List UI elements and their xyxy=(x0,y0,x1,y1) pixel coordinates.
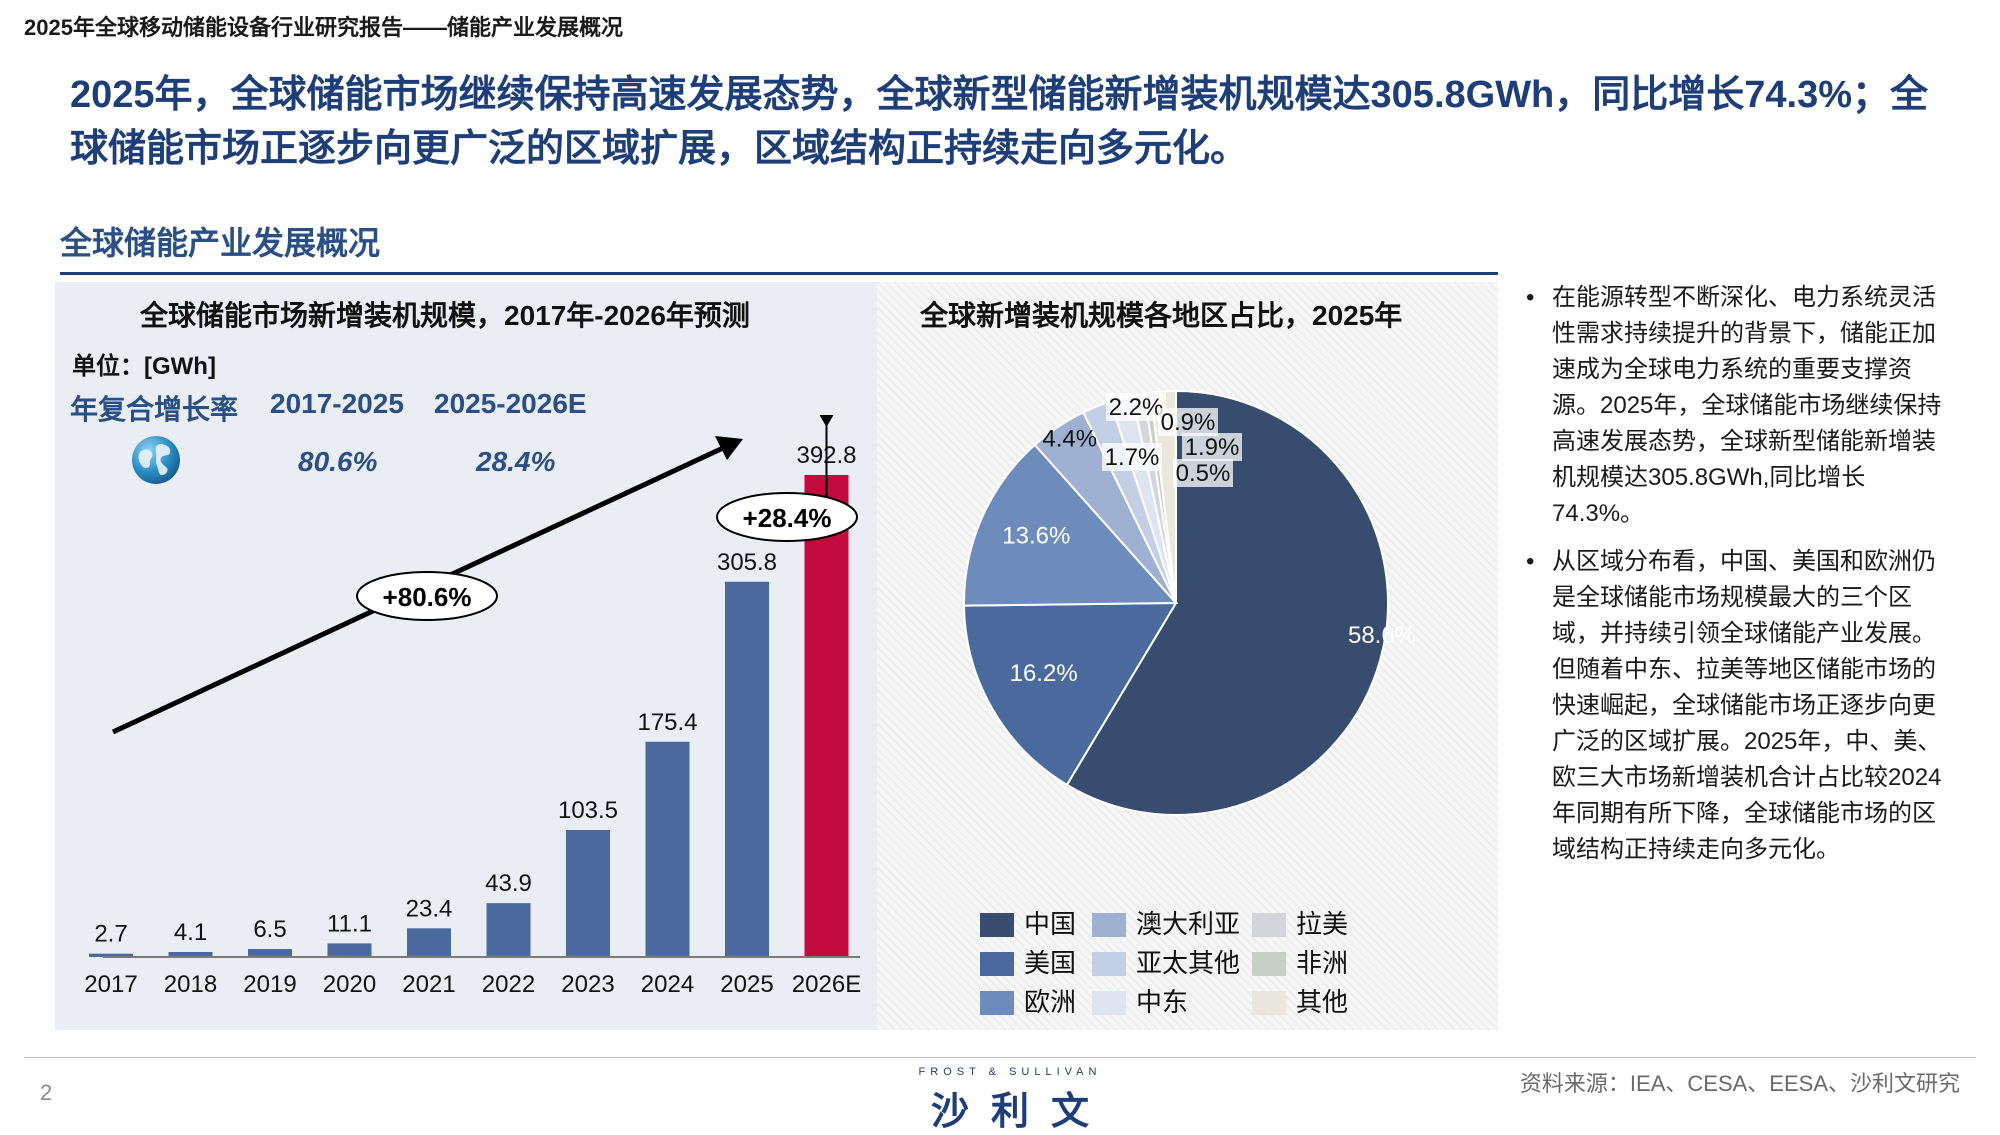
callout-long: +80.6% xyxy=(356,571,498,621)
report-title: 2025年全球移动储能设备行业研究报告——储能产业发展概况 xyxy=(24,15,623,40)
pie-slice-label: 58.6% xyxy=(1348,622,1416,649)
bar-2025 xyxy=(725,581,769,957)
footer-divider xyxy=(24,1057,1976,1058)
x-tick-label: 2026E xyxy=(792,971,861,998)
x-tick-label: 2024 xyxy=(641,971,694,998)
cagr-period-2: 2025-2026E xyxy=(434,388,587,419)
bar-chart: 2.7 2017 4.1 2018 6.5 2019 11.1 2020 23.4 2021 43.… xyxy=(84,415,861,998)
bar-2018 xyxy=(168,951,213,957)
legend-item: 中国 xyxy=(980,904,1076,941)
x-tick-label: 2025 xyxy=(720,971,773,998)
pie-slice-欧洲 xyxy=(963,443,1179,607)
bar-chart-title: 全球储能市场新增装机规模，2017年-2026年预测 xyxy=(140,300,750,331)
legend-item: 拉美 xyxy=(1252,904,1348,941)
legend-swatch xyxy=(1252,952,1286,976)
bar-value-label: 6.5 xyxy=(253,916,286,943)
legend-swatch xyxy=(980,913,1014,937)
callout-short-label: +28.4% xyxy=(743,503,832,533)
bar-value-label: 4.1 xyxy=(174,919,207,946)
source-note: 资料来源：IEA、CESA、EESA、沙利文研究 xyxy=(1519,1071,1960,1096)
legend-item: 欧洲 xyxy=(980,982,1076,1019)
section-title: 全球储能产业发展概况 xyxy=(60,225,381,261)
legend-label: 澳大利亚 xyxy=(1136,909,1241,939)
x-tick-label: 2018 xyxy=(164,971,217,998)
bar-value-label: 175.4 xyxy=(637,709,697,736)
pie-chart-title: 全球新增装机规模各地区占比，2025年 xyxy=(920,300,1403,331)
x-tick-label: 2021 xyxy=(402,971,455,998)
legend-label: 拉美 xyxy=(1296,909,1349,939)
callout-short: +28.4% xyxy=(716,492,858,542)
bar-value-label: 305.8 xyxy=(717,549,777,576)
bar-2020 xyxy=(327,943,372,957)
pie-slice-label: 13.6% xyxy=(1002,523,1070,550)
legend-swatch xyxy=(1252,991,1286,1015)
bar-2024 xyxy=(645,741,690,957)
bullet-point: • 从区域分布看，中国、美国和欧洲仍是全球储能市场规模最大的三个区域，并持续引领全… xyxy=(1526,548,1942,863)
bar-value-label: 103.5 xyxy=(558,797,618,824)
cagr-period-1: 2017-2025 xyxy=(270,388,404,419)
bullet-point: • 在能源转型不断深化、电力系统灵活性需求持续提升的背景下，储能正加速成为全球电力… xyxy=(1526,284,1942,527)
legend-label: 美国 xyxy=(1024,948,1077,978)
legend-swatch xyxy=(980,952,1014,976)
bar-2019 xyxy=(248,949,292,957)
callout-long-label: +80.6% xyxy=(383,582,472,612)
legend-label: 其他 xyxy=(1296,987,1349,1017)
legend-label: 欧洲 xyxy=(1024,987,1077,1017)
legend-item: 非洲 xyxy=(1252,943,1348,980)
cagr-value-1: 80.6% xyxy=(298,446,378,477)
bullet-text: 在能源转型不断深化、电力系统灵活性需求持续提升的背景下，储能正加速成为全球电力系… xyxy=(1552,284,1942,527)
legend-swatch xyxy=(1252,913,1286,937)
bar-2022 xyxy=(486,903,531,957)
x-tick-label: 2017 xyxy=(84,971,137,998)
x-tick-label: 2023 xyxy=(561,971,614,998)
x-tick-label: 2020 xyxy=(323,971,376,998)
logo-english: FROST & SULLIVAN xyxy=(918,1066,1102,1078)
legend-swatch xyxy=(1092,952,1126,976)
bar-value-label: 11.1 xyxy=(327,910,372,937)
pie-slice-label: 0.9% xyxy=(1161,409,1216,436)
pie-slice-美国 xyxy=(963,601,1178,787)
legend-item: 中东 xyxy=(1092,982,1188,1019)
legend-item: 美国 xyxy=(980,943,1076,980)
logo-chinese: 沙利文 xyxy=(930,1091,1111,1133)
pie-chart: 58.6% 16.2% 13.6% 4.4% 2.2% 1.7%0.9% 0.5%1.9% xyxy=(963,389,1416,816)
pie-slice-label: 16.2% xyxy=(1010,660,1078,687)
x-tick-label: 2022 xyxy=(482,971,535,998)
legend-label: 中东 xyxy=(1136,987,1189,1017)
bar-value-label: 2.7 xyxy=(94,921,127,948)
legend-label: 亚太其他 xyxy=(1136,948,1241,978)
bar-2023 xyxy=(566,829,610,957)
pie-slice-label: 2.2% xyxy=(1109,394,1164,421)
globe-icon xyxy=(132,436,180,484)
legend-swatch xyxy=(1092,991,1126,1015)
page-number: 2 xyxy=(40,1080,53,1105)
pie-slice-label: 1.9% xyxy=(1185,434,1240,461)
bar-2026E xyxy=(804,475,849,957)
commentary: • 在能源转型不断深化、电力系统灵活性需求持续提升的背景下，储能正加速成为全球电力… xyxy=(1522,280,1942,880)
cagr-value-2: 28.4% xyxy=(476,446,556,477)
pie-slice-label: 1.7% xyxy=(1105,444,1160,471)
legend-item: 澳大利亚 xyxy=(1092,904,1240,941)
section-divider xyxy=(60,272,1498,275)
legend-swatch xyxy=(1092,913,1126,937)
unit-label: 单位：[GWh] xyxy=(72,353,216,380)
bar-value-label: 43.9 xyxy=(485,870,532,897)
legend-label: 非洲 xyxy=(1296,948,1349,978)
pie-slice-中国 xyxy=(1065,389,1389,816)
bar-2017 xyxy=(89,953,133,957)
pie-slice-label: 0.5% xyxy=(1176,460,1231,487)
bar-2021 xyxy=(407,928,451,957)
pie-slice-label: 4.4% xyxy=(1042,426,1097,453)
x-tick-label: 2019 xyxy=(243,971,296,998)
legend-swatch xyxy=(980,991,1014,1015)
legend-label: 中国 xyxy=(1024,909,1077,939)
legend-item: 亚太其他 xyxy=(1092,943,1240,980)
bar-value-label: 23.4 xyxy=(406,895,453,922)
headline: 2025年，全球储能市场继续保持高速发展态势，全球新型储能新增装机规模达305.… xyxy=(70,74,1929,170)
legend-item: 其他 xyxy=(1252,982,1348,1019)
bullet-text: 从区域分布看，中国、美国和欧洲仍是全球储能市场规模最大的三个区域，并持续引领全球… xyxy=(1552,548,1942,863)
cagr-label: 年复合增长率 xyxy=(70,394,239,425)
